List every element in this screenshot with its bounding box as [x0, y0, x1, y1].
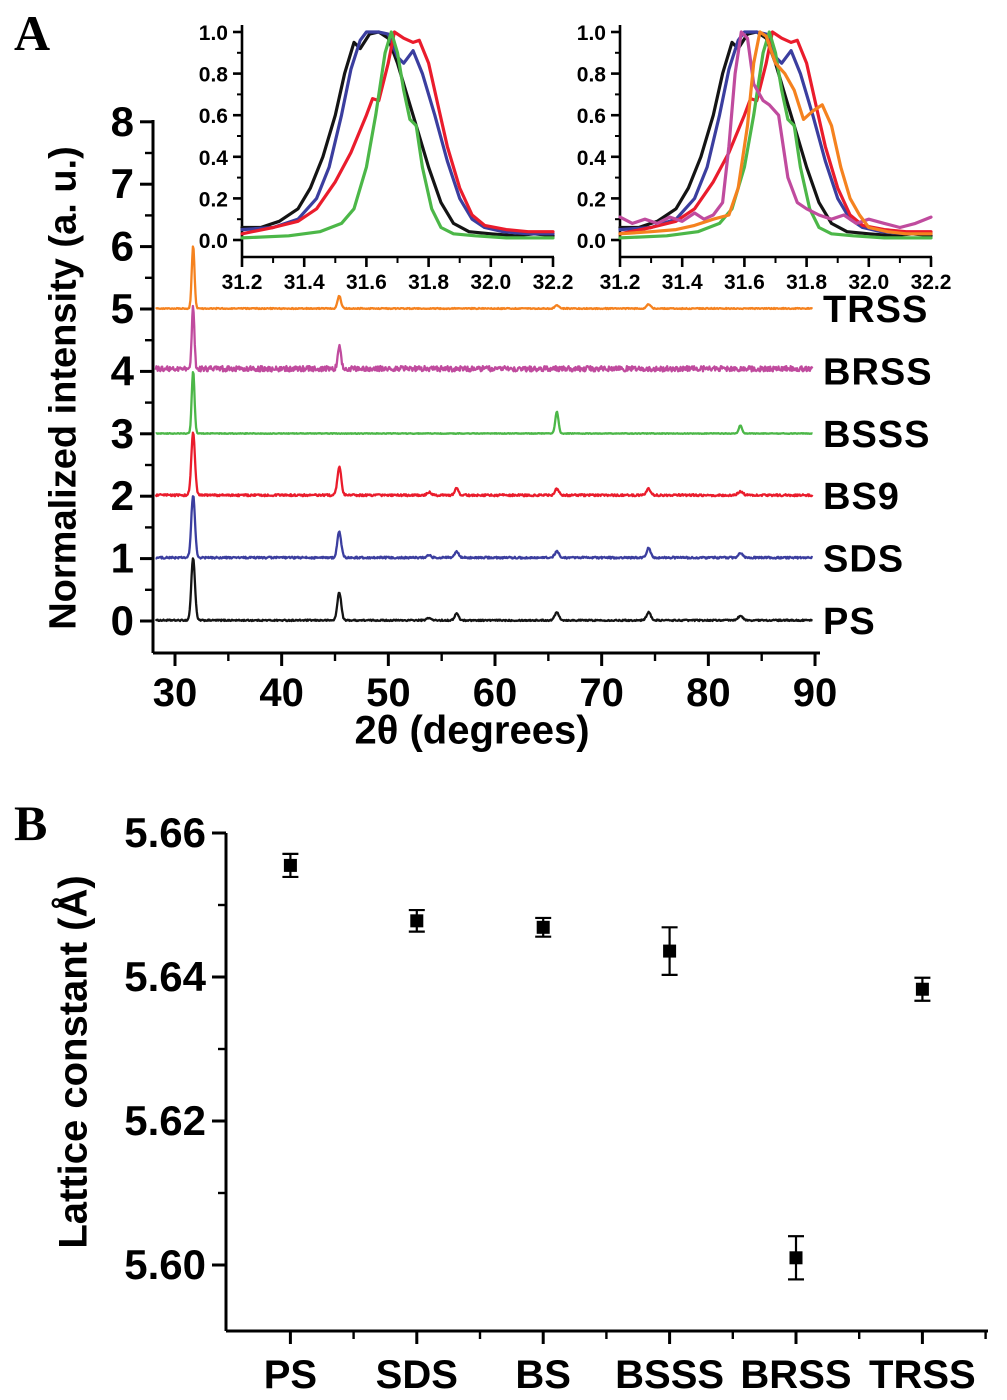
category-label-BRSS: BRSS	[740, 1353, 851, 1397]
tick-label: 80	[686, 671, 731, 715]
tick-label: 31.8	[786, 271, 827, 294]
inset-curve-BSSS	[618, 30, 933, 240]
xrd-trace-TRSS	[155, 245, 814, 311]
trace-label-TRSS: TRSS	[823, 289, 928, 331]
panel-a-label: A	[14, 5, 51, 61]
tick-label: 0	[111, 597, 134, 644]
category-label-TRSS: TRSS	[869, 1353, 976, 1397]
tick-label: 40	[259, 671, 304, 715]
panel-a-x-axis-title: 2θ (degrees)	[354, 708, 590, 753]
tick-label: 30	[153, 671, 198, 715]
tick-label: 4	[111, 347, 135, 394]
panel-a-chart: 30 40 50 60 70 80 90 0 1 2 3 4 5 6 7 8 PS SDS BS9 BSSS BRSS T…	[111, 98, 933, 715]
data-point-BS	[536, 920, 550, 934]
tick-label: 0.4	[577, 147, 607, 170]
tick-label: 3	[111, 410, 134, 457]
tick-label: 0.8	[199, 64, 229, 87]
trace-label-BSSS: BSSS	[823, 414, 930, 456]
tick-label: 0.6	[577, 105, 606, 128]
data-point-SDS	[410, 914, 424, 928]
inset-curve-BRSS	[618, 30, 933, 230]
xrd-trace-BSSS	[155, 370, 813, 435]
category-label-SDS: SDS	[376, 1353, 458, 1397]
tick-label: 0.8	[577, 64, 607, 87]
trace-label-BRSS: BRSS	[823, 351, 933, 393]
panel-b-chart: 5.66 5.64 5.62 5.60 PS SDS BS BSSS BRSS TRSS	[124, 809, 988, 1397]
inset-curve-BS9	[240, 30, 555, 236]
tick-label: 8	[111, 98, 134, 145]
tick-label: 1.0	[577, 22, 606, 45]
tick-label: 5.60	[124, 1241, 206, 1288]
category-label-PS: PS	[264, 1353, 317, 1397]
tick-label: 31.4	[662, 271, 703, 294]
inset-curve-BS9	[618, 30, 933, 236]
tick-label: 1	[111, 535, 134, 582]
tick-label: 70	[579, 671, 624, 715]
data-point-BSSS	[663, 944, 677, 958]
data-point-TRSS	[915, 982, 929, 996]
tick-label: 32.0	[848, 271, 889, 294]
tick-label: 0.2	[199, 188, 228, 211]
xrd-trace-BRSS	[154, 304, 814, 373]
tick-label: 7	[111, 160, 134, 207]
tick-label: 0.4	[199, 147, 229, 170]
tick-label: 31.4	[284, 271, 325, 294]
tick-label: 90	[793, 671, 838, 715]
tick-label: 5.64	[124, 953, 206, 1000]
category-label-BS: BS	[515, 1353, 571, 1397]
tick-label: 31.2	[600, 271, 641, 294]
tick-label: 5.66	[124, 809, 206, 856]
inset-curve-PS	[618, 30, 933, 238]
tick-label: 32.2	[911, 271, 952, 294]
xrd-trace-BS9	[154, 431, 814, 498]
xrd-trace-SDS	[155, 495, 814, 560]
tick-label: 0.6	[199, 105, 228, 128]
tick-label: 1.0	[199, 22, 228, 45]
tick-label: 60	[473, 671, 518, 715]
category-label-BSSS: BSSS	[615, 1353, 724, 1397]
xrd-trace-PS	[154, 557, 813, 623]
panel-b-y-axis-title: Lattice constant (Å)	[51, 875, 96, 1249]
inset-curve-TRSS	[618, 30, 933, 236]
tick-label: 0.2	[577, 188, 606, 211]
tick-label: 50	[366, 671, 411, 715]
trace-label-PS: PS	[823, 601, 876, 643]
tick-label: 31.6	[724, 271, 765, 294]
tick-label: 5.62	[124, 1097, 206, 1144]
tick-label: 6	[111, 223, 134, 270]
tick-label: 32.2	[533, 271, 574, 294]
inset-curve-BSSS	[240, 30, 555, 240]
inset-right-chart: 31.2 31.4 31.6 31.8 32.0 32.2 0.0 0.2 0.4 0.6 0.8 1…	[577, 22, 952, 294]
panel-b-label: B	[14, 795, 48, 851]
tick-label: 2	[111, 472, 134, 519]
tick-label: 31.6	[346, 271, 387, 294]
trace-label-SDS: SDS	[823, 539, 904, 581]
panel-a-y-axis-title: Normalized intensity (a. u.)	[42, 146, 85, 630]
tick-label: 31.2	[222, 271, 263, 294]
tick-label: 0.0	[199, 230, 228, 253]
inset-curve-PS	[240, 30, 555, 238]
data-point-BRSS	[789, 1251, 803, 1265]
trace-label-BS9: BS9	[823, 476, 900, 518]
tick-label: 0.0	[577, 230, 606, 253]
tick-label: 31.8	[408, 271, 449, 294]
inset-left-chart: 31.2 31.4 31.6 31.8 32.0 32.2 0.0 0.2 0.4 0.6 0.8 1…	[199, 22, 574, 294]
tick-label: 5	[111, 285, 134, 332]
data-point-PS	[283, 858, 297, 872]
tick-label: 32.0	[470, 271, 511, 294]
